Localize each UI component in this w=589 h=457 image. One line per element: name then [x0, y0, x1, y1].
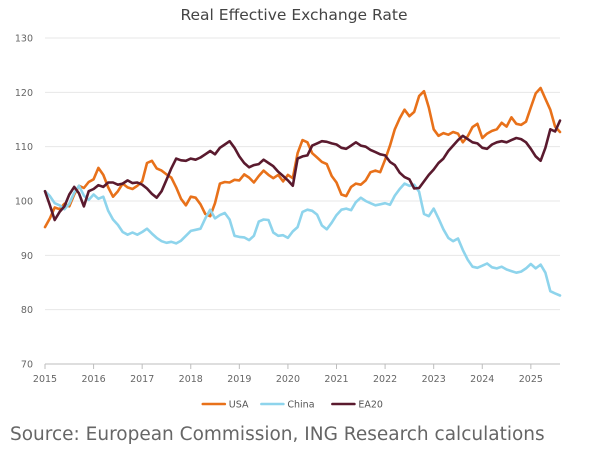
- x-tick-label-2022: 2022: [373, 374, 397, 385]
- series-line-china: [43, 182, 562, 297]
- x-tick-label-2015: 2015: [33, 374, 57, 385]
- source-note: Source: European Commission, ING Researc…: [10, 424, 545, 445]
- series-line-usa: [43, 86, 562, 229]
- x-tick-label-2016: 2016: [81, 374, 105, 385]
- x-tick-label-2020: 2020: [276, 374, 300, 385]
- x-tick-label-2021: 2021: [324, 374, 348, 385]
- y-tick-label-130: 130: [15, 34, 33, 45]
- x-tick-label-2025: 2025: [519, 374, 543, 385]
- x-tick-label-2019: 2019: [227, 374, 251, 385]
- legend-label-china: China: [287, 400, 314, 411]
- x-tick-label-2024: 2024: [470, 374, 494, 385]
- y-tick-label-80: 80: [21, 305, 33, 316]
- y-tick-label-110: 110: [15, 142, 33, 153]
- y-tick-label-100: 100: [15, 197, 33, 208]
- chart-title: Real Effective Exchange Rate: [180, 6, 407, 24]
- x-tick-label-2017: 2017: [130, 374, 154, 385]
- x-tick-label-2018: 2018: [179, 374, 203, 385]
- y-tick-label-120: 120: [15, 88, 33, 99]
- legend-label-ea20: EA20: [358, 400, 383, 411]
- y-tick-label-90: 90: [21, 251, 33, 262]
- legend-label-usa: USA: [229, 400, 249, 411]
- y-tick-label-70: 70: [21, 360, 33, 371]
- series-line-ea20: [43, 119, 562, 222]
- x-tick-label-2023: 2023: [422, 374, 446, 385]
